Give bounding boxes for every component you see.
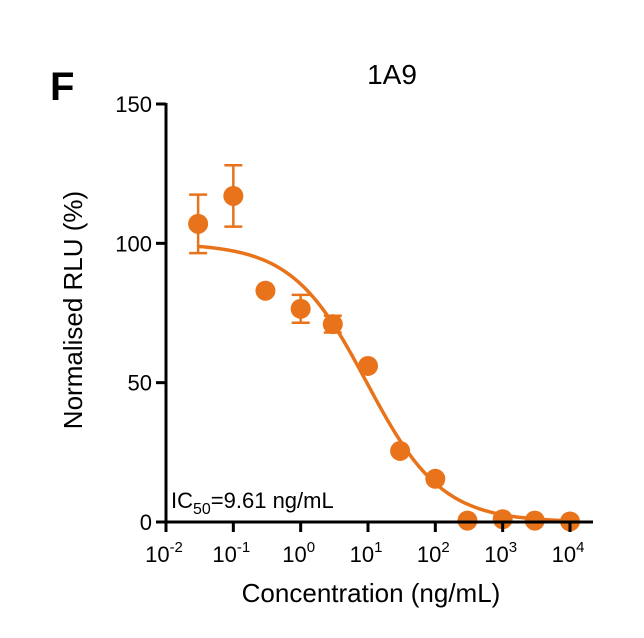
fit-curve-layer xyxy=(198,244,571,523)
ic50-subscript: 50 xyxy=(193,501,211,518)
x-tick-label: 102 xyxy=(417,539,450,567)
x-tick-exponent: 4 xyxy=(576,539,584,556)
x-ticks: 10-2 10-1 100 101 102 103 104 xyxy=(145,522,584,567)
x-tick-base: 10 xyxy=(552,542,576,567)
x-axis-label: Concentration (ng/mL) xyxy=(242,578,501,608)
chart-title: 1A9 xyxy=(367,59,417,90)
x-tick-base: 10 xyxy=(282,542,306,567)
ic50-prefix: IC xyxy=(171,488,193,513)
ic50-annotation: IC50=9.61 ng/mL xyxy=(171,488,334,518)
x-tick-label: 104 xyxy=(552,539,585,567)
data-point xyxy=(358,355,378,376)
x-tick-exponent: 0 xyxy=(307,539,315,556)
data-points-layer xyxy=(188,164,580,532)
data-point xyxy=(322,314,343,335)
x-tick-label: 100 xyxy=(282,539,315,567)
panel-label: F xyxy=(50,65,74,109)
x-tick-exponent: -2 xyxy=(170,539,183,556)
x-tick-label: 101 xyxy=(350,539,383,567)
data-point xyxy=(290,298,311,319)
y-ticks: 0 50 100 150 xyxy=(115,92,166,535)
data-point xyxy=(188,213,209,234)
x-tick-exponent: 3 xyxy=(509,539,517,556)
x-tick-label: 10-1 xyxy=(212,539,250,567)
x-tick-base: 10 xyxy=(145,542,169,567)
x-tick-base: 10 xyxy=(484,542,508,567)
data-point xyxy=(255,280,276,301)
x-tick-base: 10 xyxy=(417,542,441,567)
y-tick-label: 50 xyxy=(128,371,152,396)
data-point xyxy=(492,509,513,530)
data-point xyxy=(425,468,446,489)
y-tick-label: 100 xyxy=(115,231,152,256)
x-tick-base: 10 xyxy=(350,542,374,567)
x-tick-base: 10 xyxy=(212,542,236,567)
data-point xyxy=(390,440,411,461)
fit-curve xyxy=(198,244,571,523)
x-tick-label: 103 xyxy=(484,539,517,567)
x-tick-exponent: 1 xyxy=(374,539,382,556)
y-axis-label: Normalised RLU (%) xyxy=(58,191,88,429)
ic50-value: =9.61 ng/mL xyxy=(211,488,334,513)
x-tick-exponent: 2 xyxy=(441,539,449,556)
y-tick-label: 150 xyxy=(115,92,152,117)
data-point xyxy=(223,185,244,206)
x-tick-label: 10-2 xyxy=(145,539,183,567)
x-tick-exponent: -1 xyxy=(237,539,250,556)
y-tick-label: 0 xyxy=(140,510,152,535)
